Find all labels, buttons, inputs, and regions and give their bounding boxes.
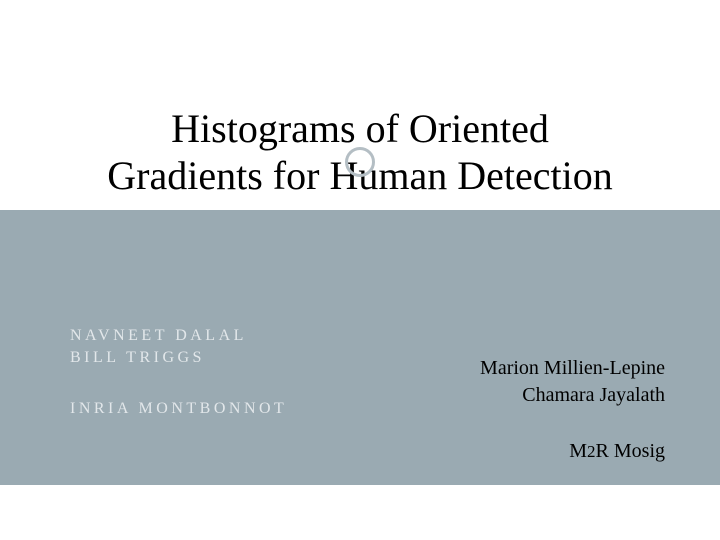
presenters-block: Marion Millien-Lepine Chamara Jayalath [480,355,665,409]
program-suffix: R Mosig [596,440,665,462]
authors-block: NAVNEET DALAL BILL TRIGGS [70,325,247,368]
presenter-2: Chamara Jayalath [480,382,665,409]
presentation-slide: Histograms of Oriented Gradients for Hum… [0,0,720,540]
author-2: BILL TRIGGS [70,347,247,369]
title-line-1: Histograms of Oriented [0,105,720,152]
institution-text: INRIA MONTBONNOT [70,400,287,417]
program-block: M2R Mosig [569,440,665,463]
program-prefix: M [569,440,587,462]
decorative-circle-icon [345,147,375,177]
program-digit: 2 [587,442,596,461]
author-1: NAVNEET DALAL [70,325,247,347]
presenter-1: Marion Millien-Lepine [480,355,665,382]
institution-block: INRIA MONTBONNOT [70,400,287,418]
